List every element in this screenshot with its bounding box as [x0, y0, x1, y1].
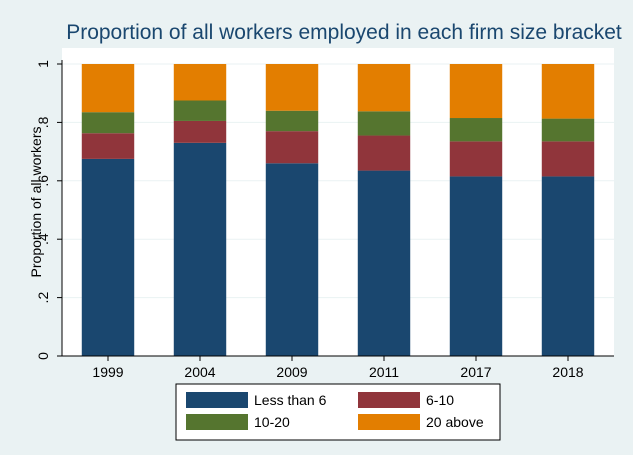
legend-swatch — [358, 392, 420, 408]
y-tick-label: 1 — [35, 60, 51, 68]
bar-segment — [173, 120, 227, 143]
y-tick-label: .2 — [35, 292, 51, 304]
x-tick-label: 2017 — [460, 364, 491, 380]
bar-segment — [541, 118, 595, 142]
x-axis-ticks: 1999 2004 2009 2011 2017 2018 — [92, 356, 584, 380]
bar-segment — [81, 112, 135, 134]
bar-segment — [449, 176, 503, 356]
legend-swatch — [186, 414, 248, 430]
gridlines — [62, 63, 614, 299]
bar-segment — [541, 176, 595, 356]
bar-segment — [81, 158, 135, 356]
y-tick-label: 0 — [35, 352, 51, 360]
bar-segment — [449, 118, 503, 142]
legend-swatch — [186, 392, 248, 408]
bar-segment — [541, 64, 595, 119]
x-tick-label: 2004 — [184, 364, 215, 380]
x-tick-label: 1999 — [92, 364, 123, 380]
bar-segment — [449, 141, 503, 177]
bar-segment — [173, 100, 227, 121]
legend-label: 6-10 — [426, 392, 454, 408]
y-tick-label: .4 — [35, 233, 51, 245]
y-tick-label: .8 — [35, 116, 51, 128]
legend-label: 20 above — [426, 414, 484, 430]
bar-segment — [357, 64, 411, 112]
bar-segment — [357, 170, 411, 356]
legend: Less than 6 6-10 10-20 20 above — [175, 383, 501, 441]
bar-segment — [265, 131, 319, 164]
y-axis-ticks: 0 .2 .4 .6 .8 1 — [35, 60, 62, 360]
x-tick-label: 2011 — [369, 364, 399, 380]
bar-segment — [81, 133, 135, 159]
bar-segment — [173, 142, 227, 356]
bar-segment — [265, 163, 319, 356]
x-tick-label: 2009 — [276, 364, 307, 380]
bar-segment — [265, 110, 319, 132]
bar-segment — [449, 64, 503, 119]
bar-segment — [541, 141, 595, 177]
legend-label: 10-20 — [254, 414, 290, 430]
bar-segment — [81, 64, 135, 113]
legend-label: Less than 6 — [254, 392, 327, 408]
chart-title: Proportion of all workers employed in ea… — [66, 21, 622, 44]
legend-swatch — [358, 414, 420, 430]
bar-segment — [357, 111, 411, 136]
x-tick-label: 2018 — [552, 364, 583, 380]
bar-segment — [357, 135, 411, 171]
plot-area — [62, 48, 614, 356]
bar-segment — [265, 64, 319, 111]
bars — [81, 64, 595, 356]
bar-segment — [173, 64, 227, 101]
y-axis-label: Proportion of all workers — [28, 127, 44, 278]
y-tick-label: .6 — [35, 175, 51, 187]
